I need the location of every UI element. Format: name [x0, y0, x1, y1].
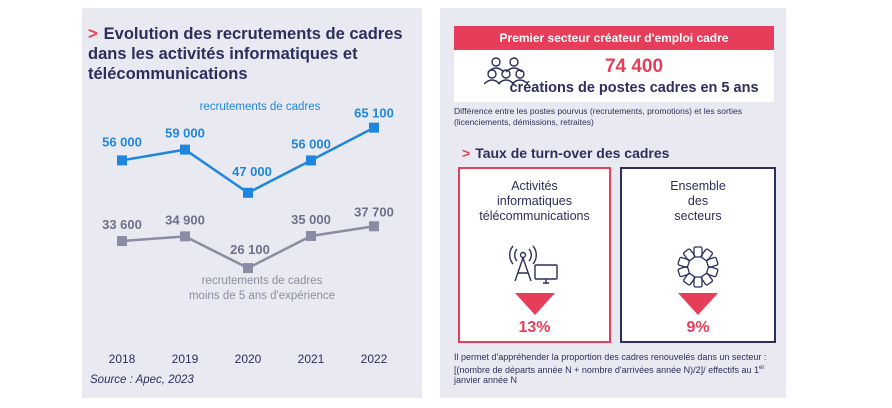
card-all-value: 9% [686, 319, 710, 336]
card-it-value: 13% [518, 319, 551, 336]
people-group-icon [484, 57, 528, 85]
data-label-0-1: 59 000 [165, 126, 205, 141]
x-tick-label: 2018 [109, 352, 136, 366]
definition-text-end: janvier année N [454, 375, 518, 385]
source-note: Source : Apec, 2023 [90, 374, 194, 386]
data-point-0-3 [306, 155, 316, 166]
data-point-1-4 [369, 221, 379, 232]
big-number: 74 400 [604, 56, 664, 77]
card-it-sector: Activités informatiques télécommunicatio… [458, 167, 611, 343]
chevron-right-icon: > [462, 145, 471, 161]
card-all-label-line: Ensemble [670, 179, 726, 193]
circle-of-blocks-icon [677, 246, 719, 288]
data-label-1-4: 37 700 [354, 204, 394, 219]
turnover-title: > Taux de turn-over des cadres [462, 145, 669, 161]
data-label-0-0: 56 000 [102, 134, 142, 149]
chart-title-text: Evolution des recrutements de cadres dan… [88, 25, 403, 83]
card-it-label-line: Activités [511, 179, 558, 193]
line-chart: 56 000 59 000 47 000 56 000 65 100 33 600 34 9… [102, 101, 394, 366]
stat-box: 74 400 créations de postes cadres en 5 a… [454, 50, 774, 102]
series-name-0: recrutements de cadres [200, 101, 321, 113]
chart-title: > Evolution des recrutements de cadres da… [88, 24, 418, 84]
series-name-1-line: moins de 5 ans d'expérience [189, 290, 335, 302]
chevron-right-icon: > [88, 25, 98, 43]
x-tick-label: 2022 [361, 352, 388, 366]
data-point-1-3 [306, 231, 316, 241]
data-label-1-2: 26 100 [230, 242, 270, 257]
series-name-1-line: recrutements de cadres [202, 275, 323, 287]
x-tick-label: 2019 [172, 352, 199, 366]
data-point-1-1 [180, 231, 190, 242]
data-label-0-4: 65 100 [354, 106, 394, 121]
down-triangle-icon [678, 293, 718, 315]
series-line-0 [121, 126, 375, 195]
card-all-sectors: Ensemble des secteurs 9% [620, 167, 776, 343]
definition-text: Il permet d'appréhender la proportion de… [454, 352, 767, 375]
turnover-title-text: Taux de turn-over des cadres [475, 145, 670, 161]
antenna-screen-icon [508, 245, 558, 284]
card-it-label-line: informatiques [496, 194, 573, 208]
data-label-1-3: 35 000 [291, 212, 331, 227]
left-panel [82, 8, 422, 398]
data-label-1-0: 33 600 [102, 217, 142, 232]
card-all-label-line: secteurs [674, 209, 722, 223]
card-all-label-line: des [687, 194, 709, 208]
data-point-0-2 [243, 187, 253, 198]
card-it-label: Activités informatiques télécommunicatio… [460, 179, 609, 224]
big-number-caption: créations de postes cadres en 5 ans [509, 80, 759, 96]
data-label-1-1: 34 900 [165, 212, 205, 227]
definition-superscript: er [758, 364, 765, 371]
data-point-0-4 [369, 122, 379, 133]
x-tick-label: 2020 [235, 352, 262, 366]
card-all-label: Ensemble des secteurs [622, 179, 774, 224]
banner: Premier secteur créateur d'emploi cadre [454, 26, 774, 50]
data-point-1-2 [243, 263, 253, 274]
data-point-0-1 [180, 144, 190, 155]
data-point-1-0 [117, 236, 127, 247]
data-label-0-2: 47 000 [232, 164, 272, 179]
data-point-0-0 [117, 155, 127, 166]
down-triangle-icon [514, 293, 555, 315]
x-tick-label: 2021 [298, 352, 325, 366]
stat-note: Différence entre les postes pourvus (rec… [454, 106, 743, 127]
card-it-label-line: télécommunications [479, 209, 590, 223]
turnover-definition: Il permet d'appréhender la proportion de… [454, 352, 780, 386]
data-label-0-3: 56 000 [291, 136, 331, 151]
